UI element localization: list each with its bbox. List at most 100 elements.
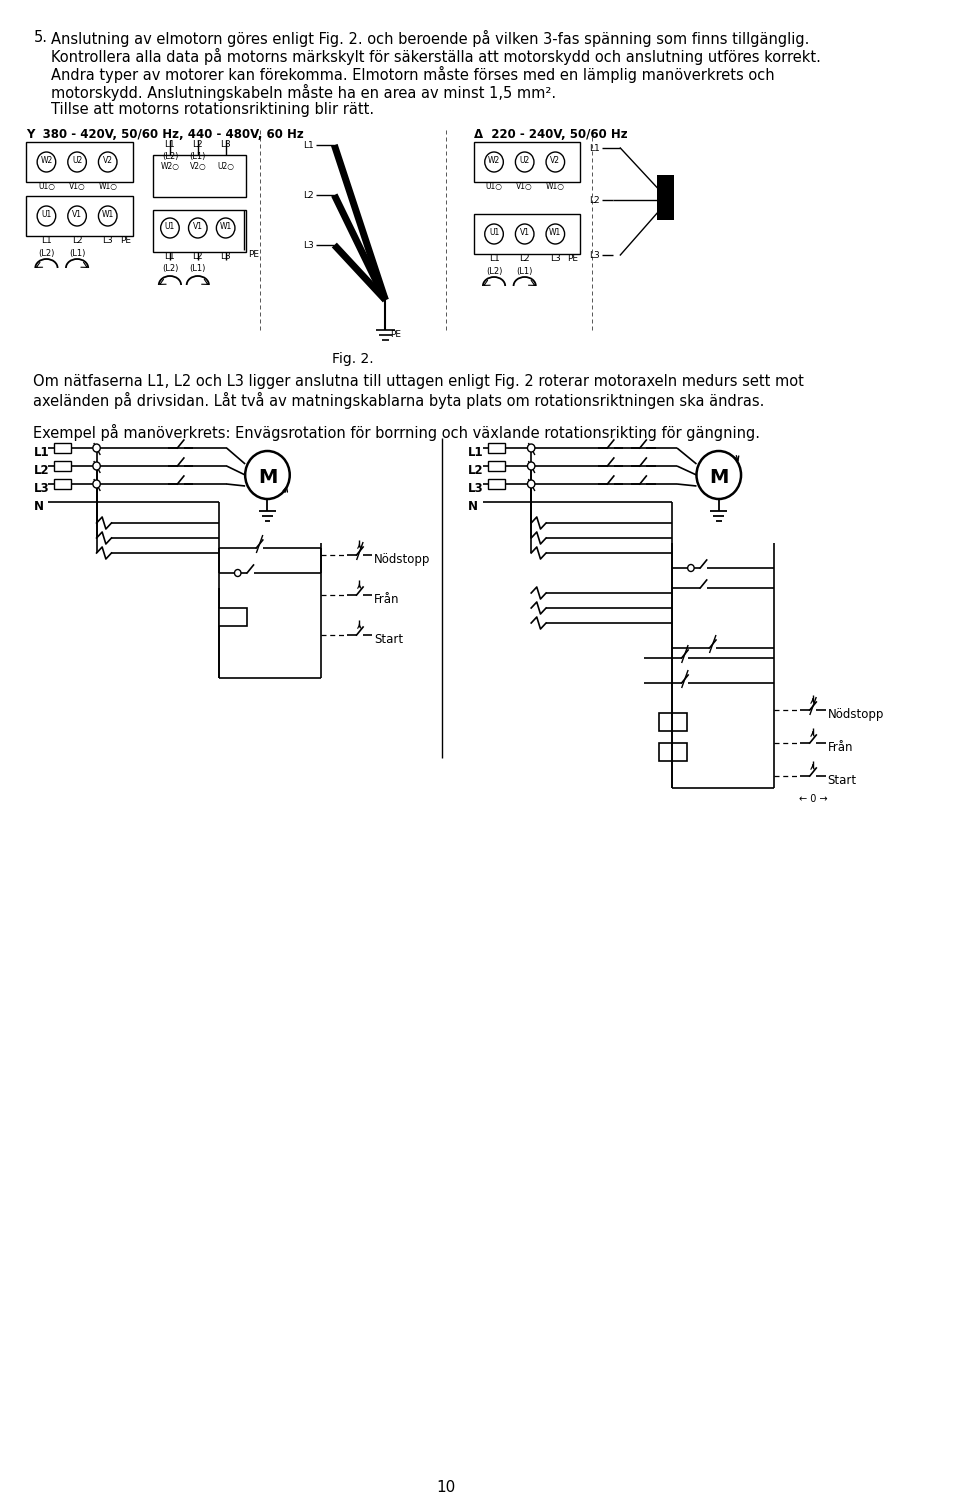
- Circle shape: [188, 218, 207, 239]
- Text: U1: U1: [165, 222, 175, 231]
- Bar: [473, 215, 581, 254]
- Bar: [660, 713, 687, 731]
- Text: PE: PE: [120, 236, 131, 245]
- Circle shape: [99, 152, 117, 173]
- Bar: [54, 479, 71, 489]
- Text: W1: W1: [220, 222, 231, 231]
- Text: PE: PE: [567, 254, 579, 263]
- Text: L3: L3: [550, 254, 561, 263]
- Text: L2: L2: [34, 464, 49, 476]
- Text: L3: L3: [468, 482, 484, 494]
- Text: V1: V1: [193, 222, 203, 231]
- Circle shape: [527, 462, 535, 470]
- Text: L2: L2: [193, 252, 204, 261]
- Bar: [26, 143, 132, 182]
- Circle shape: [687, 564, 694, 572]
- Circle shape: [516, 152, 534, 173]
- Circle shape: [234, 569, 241, 576]
- Text: U1: U1: [41, 210, 52, 219]
- Text: PE: PE: [248, 251, 259, 260]
- Circle shape: [93, 444, 100, 452]
- Text: (L1): (L1): [516, 267, 533, 276]
- Text: L1: L1: [489, 254, 499, 263]
- Circle shape: [485, 224, 503, 245]
- Text: W1: W1: [102, 210, 114, 219]
- Bar: [154, 155, 246, 197]
- Text: V2: V2: [550, 156, 561, 165]
- Text: W2: W2: [488, 156, 500, 165]
- Text: L3: L3: [220, 252, 231, 261]
- Bar: [473, 143, 581, 182]
- Circle shape: [485, 152, 503, 173]
- Text: ← 0 →: ← 0 →: [799, 794, 828, 805]
- Text: V1○: V1○: [69, 182, 85, 191]
- Text: L2: L2: [519, 254, 530, 263]
- Text: Y  380 - 420V, 50/60 Hz, 440 - 480V, 60 Hz: Y 380 - 420V, 50/60 Hz, 440 - 480V, 60 H…: [26, 128, 303, 141]
- Circle shape: [546, 152, 564, 173]
- Text: M: M: [258, 468, 277, 486]
- Text: U2○: U2○: [217, 162, 234, 171]
- Text: 10: 10: [436, 1480, 455, 1495]
- Circle shape: [99, 206, 117, 227]
- Circle shape: [37, 152, 56, 173]
- Text: L1: L1: [589, 144, 600, 153]
- Text: L2: L2: [468, 464, 484, 476]
- Bar: [489, 479, 505, 489]
- Text: N: N: [468, 500, 478, 512]
- Text: motorskydd. Anslutningskabeln måste ha en area av minst 1,5 mm².: motorskydd. Anslutningskabeln måste ha e…: [51, 84, 556, 101]
- Text: M: M: [709, 468, 729, 486]
- Text: (L1): (L1): [190, 264, 206, 273]
- Text: U1○: U1○: [38, 182, 55, 191]
- Text: Från: Från: [828, 740, 852, 754]
- Text: L1: L1: [34, 446, 49, 458]
- Circle shape: [527, 480, 535, 488]
- Circle shape: [37, 206, 56, 227]
- Text: W2: W2: [40, 156, 53, 165]
- Text: L3: L3: [303, 240, 314, 249]
- Circle shape: [245, 450, 290, 498]
- Text: V2: V2: [103, 156, 112, 165]
- Text: Andra typer av motorer kan förekomma. Elmotorn måste förses med en lämplig manöv: Andra typer av motorer kan förekomma. El…: [51, 66, 775, 83]
- Text: Exempel på manöverkrets: Envägsrotation för borrning och växlande rotationsrikti: Exempel på manöverkrets: Envägsrotation …: [34, 423, 760, 441]
- Text: N: N: [34, 500, 43, 512]
- Text: (L2): (L2): [161, 264, 179, 273]
- Bar: [489, 443, 505, 453]
- Text: Kontrollera alla data på motorns märkskylt för säkerställa att motorskydd och an: Kontrollera alla data på motorns märksky…: [51, 48, 821, 65]
- Text: L2: L2: [589, 195, 600, 204]
- Text: U1: U1: [489, 228, 499, 237]
- Text: W1○: W1○: [546, 182, 564, 191]
- Text: Om nätfaserna L1, L2 och L3 ligger anslutna till uttagen enligt Fig. 2 roterar m: Om nätfaserna L1, L2 och L3 ligger anslu…: [34, 374, 804, 389]
- Circle shape: [93, 480, 100, 488]
- Text: PE: PE: [390, 330, 401, 339]
- Text: (L2): (L2): [38, 249, 55, 258]
- Text: L1: L1: [164, 252, 176, 261]
- Text: L3: L3: [34, 482, 49, 494]
- Text: L2: L2: [303, 191, 314, 200]
- Bar: [54, 443, 71, 453]
- Text: W1○: W1○: [98, 182, 117, 191]
- Text: (L1): (L1): [190, 152, 206, 161]
- Text: L2: L2: [193, 140, 204, 149]
- Text: (L2): (L2): [161, 152, 179, 161]
- Circle shape: [160, 218, 180, 239]
- Text: Δ  220 - 240V, 50/60 Hz: Δ 220 - 240V, 50/60 Hz: [473, 128, 627, 141]
- Text: axeländen på drivsidan. Låt två av matningskablarna byta plats om rotationsriktn: axeländen på drivsidan. Låt två av matni…: [34, 392, 765, 408]
- Text: W2○: W2○: [160, 162, 180, 171]
- Text: V2○: V2○: [189, 162, 206, 171]
- Text: L1: L1: [41, 236, 52, 245]
- Text: Från: Från: [374, 593, 399, 605]
- Bar: [660, 743, 687, 761]
- Text: V1: V1: [519, 228, 530, 237]
- Text: (L2): (L2): [486, 267, 502, 276]
- Text: Nödstopp: Nödstopp: [828, 707, 884, 720]
- Circle shape: [546, 224, 564, 245]
- Circle shape: [68, 206, 86, 227]
- Text: (L1): (L1): [69, 249, 85, 258]
- Bar: [489, 461, 505, 471]
- Text: V1○: V1○: [516, 182, 533, 191]
- Text: Tillse att motorns rotationsriktining blir rätt.: Tillse att motorns rotationsriktining bl…: [51, 102, 374, 117]
- Bar: [658, 176, 674, 221]
- Text: U2: U2: [519, 156, 530, 165]
- Text: L3: L3: [589, 251, 600, 260]
- Circle shape: [93, 462, 100, 470]
